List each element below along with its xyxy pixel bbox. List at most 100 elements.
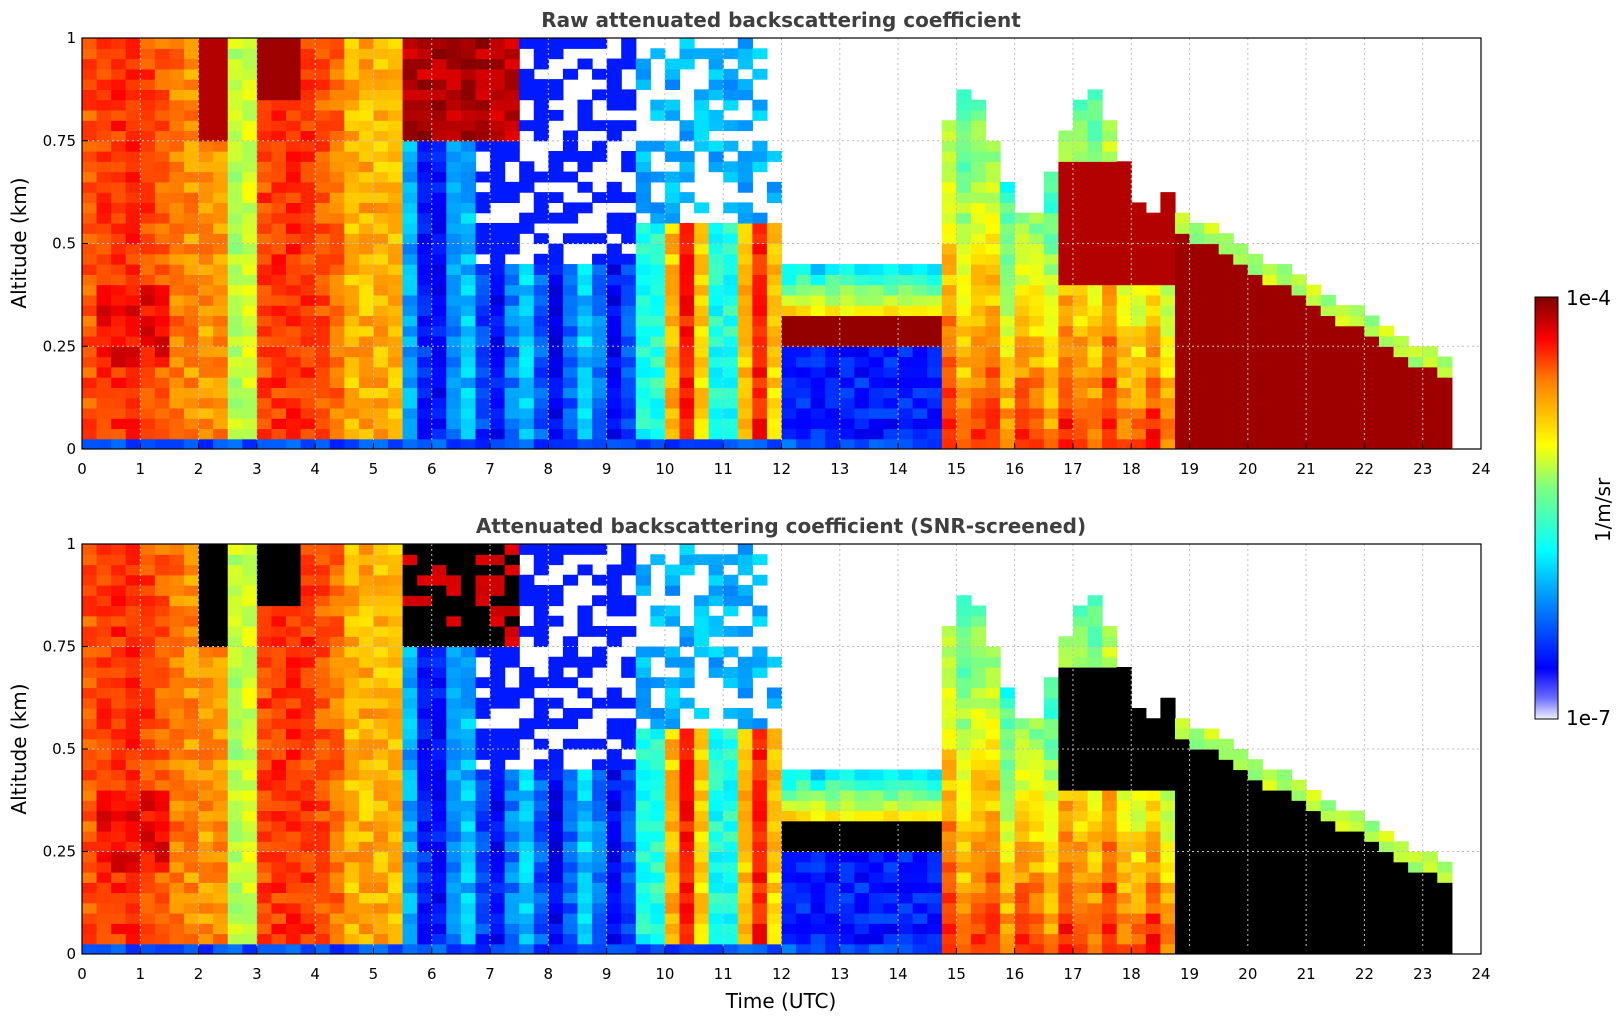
heatmap-cell [329, 315, 345, 327]
heatmap-cell [708, 615, 724, 627]
heatmap-cell [1000, 759, 1016, 771]
heatmap-cell [344, 902, 360, 914]
heatmap-cell [125, 872, 141, 883]
heatmap-cell [242, 646, 258, 658]
heatmap-cell [766, 851, 783, 863]
heatmap-cell [431, 923, 447, 935]
heatmap-cell [1262, 346, 1278, 358]
heatmap-cell [621, 346, 637, 358]
heatmap-cell [737, 151, 753, 162]
heatmap-cell [315, 151, 331, 162]
heatmap-cell [256, 181, 273, 193]
heatmap-cell [1102, 356, 1118, 368]
heatmap-cell [140, 769, 156, 781]
heatmap-cell [1189, 233, 1205, 245]
heatmap-cell [184, 233, 200, 245]
heatmap-cell [213, 831, 229, 842]
heatmap-cell [184, 418, 200, 430]
heatmap-cell [1058, 749, 1074, 760]
heatmap-cell [1276, 335, 1293, 347]
heatmap-cell [635, 882, 651, 894]
heatmap-cell [213, 749, 229, 760]
heatmap-cell [766, 253, 783, 265]
heatmap-cell [1102, 377, 1118, 388]
heatmap-cell [1043, 387, 1059, 399]
heatmap-cell [1043, 769, 1059, 781]
heatmap-cell [300, 728, 316, 740]
heatmap-cell [198, 79, 214, 90]
heatmap-cell [927, 851, 943, 863]
heatmap-cell [271, 438, 287, 449]
heatmap-cell [664, 800, 681, 812]
heatmap-cell [198, 800, 214, 812]
heatmap-cell [1276, 264, 1293, 275]
heatmap-cell [898, 831, 914, 842]
heatmap-cell [883, 820, 899, 832]
heatmap-cell [460, 212, 477, 224]
heatmap-cell [446, 181, 462, 193]
heatmap-cell [402, 913, 418, 924]
heatmap-cell [1364, 397, 1380, 409]
heatmap-cell [125, 667, 141, 678]
heatmap-cell [781, 305, 797, 317]
heatmap-cell [271, 749, 287, 760]
heatmap-cell [898, 264, 914, 275]
heatmap-cell [606, 718, 622, 730]
heatmap-cell [621, 759, 637, 771]
heatmap-cell [679, 749, 695, 760]
heatmap-cell [504, 636, 520, 648]
heatmap-cell [286, 615, 302, 627]
heatmap-cell [490, 397, 506, 409]
heatmap-cell [388, 315, 404, 327]
heatmap-cell [781, 779, 797, 791]
heatmap-cell [650, 253, 666, 265]
heatmap-cell [854, 397, 870, 409]
heatmap-cell [1014, 233, 1030, 245]
heatmap-cell [344, 779, 360, 791]
heatmap-cell [694, 646, 710, 658]
heatmap-cell [125, 738, 141, 750]
heatmap-cell [694, 407, 710, 419]
heatmap-cell [184, 595, 200, 607]
heatmap-cell [475, 790, 491, 801]
heatmap-cell [82, 646, 98, 658]
heatmap-cell [96, 554, 112, 566]
heatmap-cell [96, 120, 112, 132]
heatmap-cell [184, 68, 200, 80]
heatmap-cell [985, 759, 1001, 771]
heatmap-cell [227, 38, 243, 49]
heatmap-cell [1160, 418, 1176, 430]
heatmap-cell [1174, 243, 1191, 255]
heatmap-cell [315, 892, 331, 904]
heatmap-cell [650, 769, 666, 781]
heatmap-cell [548, 902, 564, 914]
heatmap-cell [446, 243, 462, 255]
heatmap-cell [562, 38, 579, 49]
heatmap-cell [460, 192, 477, 204]
heatmap-cell [271, 585, 287, 596]
heatmap-cell [504, 387, 520, 399]
heatmap-cell [256, 585, 273, 596]
heatmap-cell [664, 810, 681, 822]
heatmap-cell [1160, 438, 1176, 449]
heatmap-cell [898, 769, 914, 781]
heatmap-cell [111, 759, 127, 771]
heatmap-cell [140, 366, 156, 378]
heatmap-cell [184, 708, 200, 719]
heatmap-cell [388, 161, 404, 173]
heatmap-cell [1087, 161, 1103, 173]
heatmap-cell [1043, 325, 1059, 337]
heatmap-cell [970, 718, 987, 730]
heatmap-cell [606, 68, 622, 80]
heatmap-cell [358, 913, 375, 924]
heatmap-cell [329, 759, 345, 771]
heatmap-cell [125, 943, 141, 954]
heatmap-cell [621, 738, 637, 750]
heatmap-cell [1102, 192, 1118, 204]
heatmap-cell [737, 913, 753, 924]
heatmap-cell [1335, 407, 1351, 419]
heatmap-cell [300, 120, 316, 132]
heatmap-cell [111, 656, 127, 668]
heatmap-cell [1204, 438, 1220, 449]
heatmap-cell [781, 294, 797, 306]
